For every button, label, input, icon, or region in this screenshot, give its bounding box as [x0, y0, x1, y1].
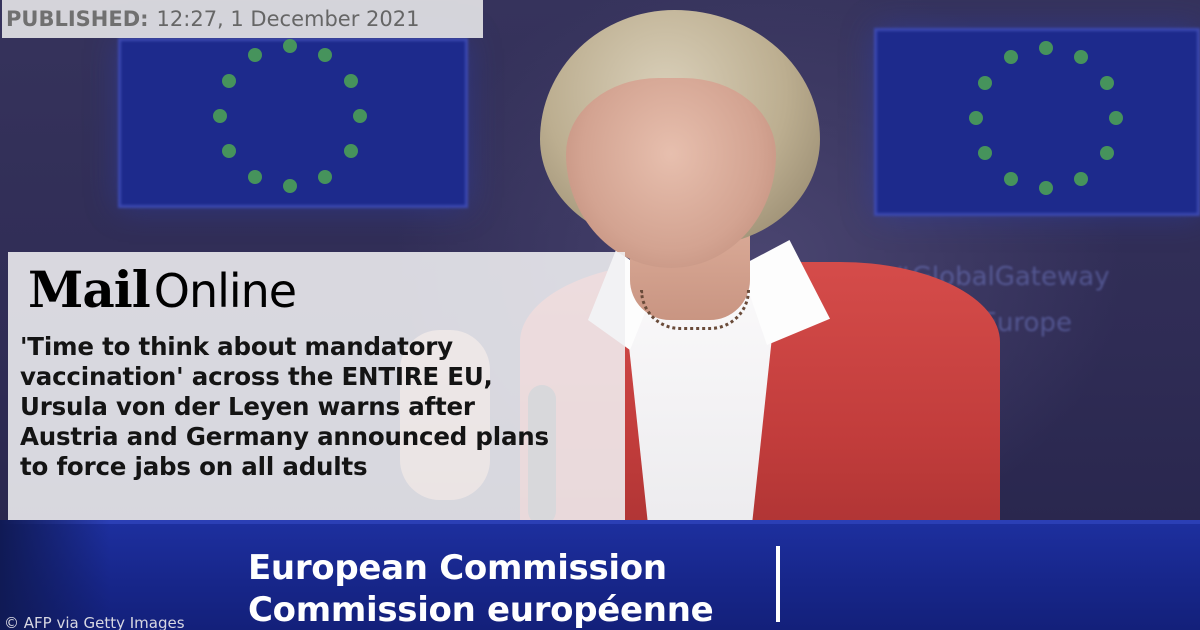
eu-star-icon: [969, 111, 983, 125]
eu-star-icon: [1039, 41, 1053, 55]
eu-star-icon: [318, 169, 332, 184]
published-banner: PUBLISHED: 12:27, 1 December 2021: [2, 0, 483, 38]
logo-mail: Mail: [28, 260, 151, 319]
eu-star-icon: [318, 48, 332, 63]
headline-line: vaccination' across the ENTIRE EU,: [20, 362, 493, 391]
eu-flag-right: [874, 28, 1200, 216]
eu-star-icon: [1074, 171, 1088, 186]
headline-card[interactable]: Mail Online 'Time to think about mandato…: [8, 252, 625, 520]
headline-line: to force jabs on all adults: [20, 452, 368, 481]
eu-star-icon: [1004, 50, 1018, 65]
eu-star-icon: [1099, 76, 1114, 90]
eu-star-icon: [248, 169, 262, 184]
eu-star-icon: [248, 48, 262, 63]
eu-star-icon: [222, 144, 237, 158]
published-label: PUBLISHED:: [6, 7, 149, 31]
photo-credit: © AFP via Getty Images: [4, 614, 185, 630]
eu-star-icon: [222, 74, 237, 88]
eu-star-icon: [1004, 171, 1018, 186]
eu-star-icon: [1039, 181, 1053, 195]
eu-star-icon: [343, 74, 358, 88]
eu-star-icon: [1109, 111, 1123, 125]
eu-star-icon: [1099, 146, 1114, 160]
eu-star-icon: [978, 76, 993, 90]
headline-line: Austria and Germany announced plans: [20, 422, 549, 451]
published-datetime: 12:27, 1 December 2021: [156, 7, 420, 31]
headline-line: Ursula von der Leyen warns after: [20, 392, 475, 421]
eu-star-icon: [978, 146, 993, 160]
article-headline[interactable]: 'Time to think about mandatory vaccinati…: [20, 332, 620, 482]
eu-star-icon: [353, 109, 367, 123]
eu-star-icon: [343, 144, 358, 158]
eu-star-icon: [283, 39, 297, 53]
podium-divider: [776, 546, 780, 622]
mailonline-logo[interactable]: Mail Online: [28, 260, 297, 319]
podium-text-french: Commission européenne: [248, 590, 714, 630]
eu-star-icon: [1074, 50, 1088, 65]
podium: [0, 520, 1200, 630]
podium-shadow: [0, 520, 110, 630]
podium-text-english: European Commission: [248, 548, 667, 588]
headline-line: 'Time to think about mandatory: [20, 332, 453, 361]
eu-star-icon: [213, 109, 227, 123]
logo-online: Online: [153, 264, 297, 318]
eu-star-icon: [283, 179, 297, 193]
speaker-face: [566, 78, 776, 268]
